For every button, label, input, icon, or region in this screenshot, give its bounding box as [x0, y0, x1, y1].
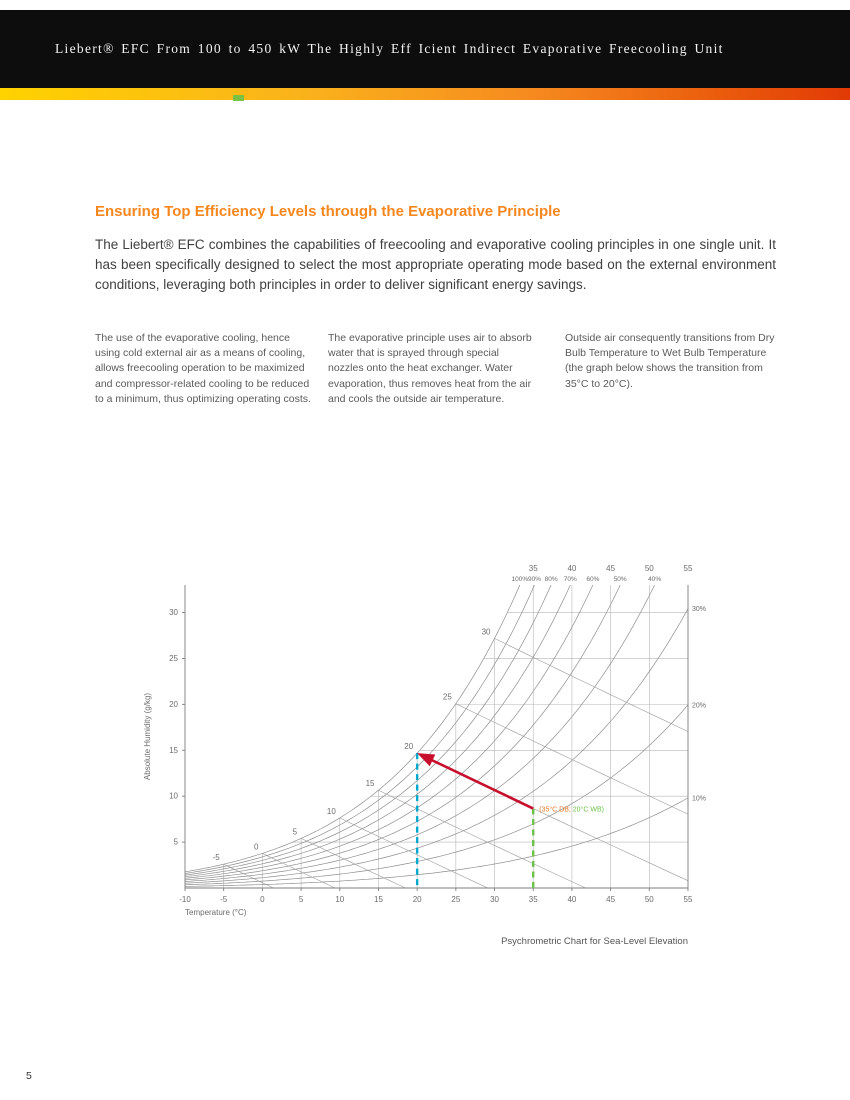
svg-text:30%: 30%: [692, 606, 706, 613]
svg-text:-5: -5: [213, 853, 221, 862]
svg-text:50%: 50%: [614, 576, 627, 583]
section-heading: Ensuring Top Efficiency Levels through t…: [95, 203, 561, 220]
state-point-annotation: (35°C DB; 20°C WB): [539, 806, 604, 814]
svg-text:-5: -5: [220, 895, 228, 904]
chart-container: -5 0 5 10 15 20 25 30 5 10 15 20 25 30 -10 -5 0 5 10 15 20 25…: [130, 555, 715, 955]
svg-text:100%: 100%: [511, 576, 528, 583]
svg-text:55: 55: [684, 564, 693, 573]
svg-text:50: 50: [645, 564, 654, 573]
svg-text:80%: 80%: [545, 576, 558, 583]
svg-text:50: 50: [645, 895, 654, 904]
svg-text:10: 10: [327, 807, 336, 816]
svg-text:70%: 70%: [564, 576, 577, 583]
text-column-3: Outside air consequently transitions fro…: [565, 332, 775, 390]
y-axis-title: Absolute Humidity (g/kg): [143, 693, 152, 780]
svg-text:5: 5: [293, 827, 298, 836]
svg-text:90%: 90%: [528, 576, 541, 583]
svg-text:10: 10: [169, 792, 178, 801]
svg-text:20: 20: [169, 700, 178, 709]
svg-text:15: 15: [366, 779, 375, 788]
svg-text:5: 5: [174, 838, 179, 847]
rh-curves: [184, 584, 689, 887]
svg-text:40: 40: [567, 895, 576, 904]
header-bar: Liebert® EFC From 100 to 450 kW The High…: [0, 10, 850, 88]
brand-marker: [233, 95, 244, 101]
svg-text:10%: 10%: [692, 795, 706, 802]
svg-text:30: 30: [490, 895, 499, 904]
page-number: 5: [26, 1070, 32, 1082]
svg-text:55: 55: [684, 895, 693, 904]
svg-text:40: 40: [567, 564, 576, 573]
svg-text:15: 15: [374, 895, 383, 904]
chart-grid: [223, 585, 688, 888]
svg-text:25: 25: [451, 895, 460, 904]
svg-text:35: 35: [529, 564, 538, 573]
svg-text:30: 30: [482, 627, 491, 636]
chart-axes: [182, 585, 689, 891]
svg-text:60%: 60%: [586, 576, 599, 583]
x-axis-title: Temperature (°C): [185, 908, 247, 917]
svg-text:40%: 40%: [648, 576, 661, 583]
text-column-1: The use of the evaporative cooling, henc…: [95, 332, 311, 405]
svg-text:-10: -10: [179, 895, 191, 904]
transition-arrow-head: [417, 753, 436, 767]
svg-text:20: 20: [404, 742, 413, 751]
svg-text:35: 35: [529, 895, 538, 904]
svg-text:20: 20: [413, 895, 422, 904]
svg-text:45: 45: [606, 564, 615, 573]
svg-text:15: 15: [169, 746, 178, 755]
svg-text:0: 0: [254, 842, 259, 851]
chart-caption: Psychrometric Chart for Sea-Level Elevat…: [501, 936, 688, 947]
psychrometric-chart: -5 0 5 10 15 20 25 30 5 10 15 20 25 30 -10 -5 0 5 10 15 20 25…: [143, 564, 706, 947]
svg-text:30: 30: [169, 608, 178, 617]
svg-text:45: 45: [606, 895, 615, 904]
text-column-2: The evaporative principle uses air to ab…: [328, 332, 532, 405]
svg-text:0: 0: [260, 895, 265, 904]
svg-text:25: 25: [169, 654, 178, 663]
transition-arrow-shaft: [425, 756, 534, 810]
chart-labels: -5 0 5 10 15 20 25 30 5 10 15 20 25 30 -10 -5 0 5 10 15 20 25…: [143, 564, 706, 917]
svg-text:10: 10: [335, 895, 344, 904]
intro-paragraph: The Liebert® EFC combines the capabiliti…: [95, 237, 776, 292]
page-title: Liebert® EFC From 100 to 450 kW The High…: [55, 41, 724, 56]
svg-text:25: 25: [443, 693, 452, 702]
svg-text:5: 5: [299, 895, 304, 904]
svg-text:20%: 20%: [692, 702, 706, 709]
brand-gradient-bar: [0, 88, 850, 100]
